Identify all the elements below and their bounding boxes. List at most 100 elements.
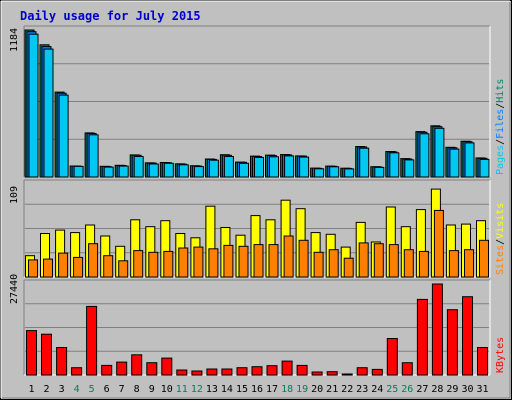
- bar-pages-day-18: [284, 155, 295, 178]
- bar-pages-day-22: [344, 168, 355, 178]
- bar-kbytes-day-28: [431, 283, 443, 376]
- bar-pages-day-23: [359, 147, 370, 178]
- bar-pages-day-25: [389, 152, 400, 178]
- bar-sites-day-31: [479, 239, 489, 278]
- x-tick-label: 16: [251, 384, 263, 395]
- bar-kbytes-day-5: [86, 305, 98, 376]
- bar-pages-day-4: [73, 165, 84, 178]
- bar-sites-day-3: [58, 252, 69, 278]
- bar-kbytes-day-7: [116, 361, 128, 376]
- bar-kbytes-day-20: [311, 371, 323, 376]
- x-tick-label: 27: [416, 384, 428, 395]
- bar-sites-day-18: [283, 235, 294, 278]
- chart-title: Daily usage for July 2015: [20, 9, 201, 23]
- x-tick-label: 23: [356, 384, 368, 395]
- bar-sites-day-15: [238, 245, 249, 278]
- x-axis-labels: 1 2 3 4 5 6 7 8 9 10 11 12 13 14 15 16 17 18 19 20 21 22 23 24 2…: [28, 384, 488, 395]
- bar-pages-day-9: [148, 163, 159, 178]
- bar-kbytes-day-27: [416, 298, 428, 376]
- x-tick-label: 8: [134, 384, 140, 395]
- x-tick-label: 20: [311, 384, 323, 395]
- x-tick-label: 28: [431, 384, 443, 395]
- bar-kbytes-day-9: [146, 362, 158, 376]
- legend-entry: Pages: [495, 145, 506, 175]
- bar-kbytes-day-29: [446, 309, 458, 376]
- x-tick-label: 22: [341, 384, 353, 395]
- bar-sites-day-1: [28, 259, 38, 278]
- bar-kbytes-day-22: [341, 373, 353, 376]
- bar-pages-day-13: [208, 159, 219, 178]
- bar-pages-day-5: [88, 134, 99, 178]
- bar-kbytes-day-26: [401, 362, 413, 376]
- bar-kbytes-day-21: [326, 371, 338, 376]
- bar-pages-day-29: [449, 148, 460, 178]
- legend-entry: Files: [495, 109, 506, 139]
- bar-kbytes-day-12: [191, 370, 203, 376]
- bar-pages-day-14: [223, 156, 234, 178]
- bar-pages-day-2: [43, 48, 54, 178]
- bar-kbytes-day-14: [221, 368, 233, 376]
- x-tick-label: 19: [296, 384, 308, 395]
- bar-sites-day-11: [178, 247, 189, 278]
- bar-pages-day-16: [254, 156, 264, 178]
- bar-sites-day-23: [358, 242, 369, 278]
- x-tick-label: 15: [236, 384, 248, 395]
- x-tick-label: 5: [89, 384, 95, 395]
- bar-kbytes-day-30: [462, 296, 473, 376]
- bar-pages-day-28: [434, 127, 445, 178]
- x-tick-label: 2: [43, 384, 49, 395]
- legend-entry: Visits: [495, 203, 506, 239]
- bar-kbytes-day-25: [386, 338, 398, 376]
- bar-pages-day-19: [299, 156, 310, 178]
- x-tick-label: 31: [476, 384, 488, 395]
- x-tick-label: 7: [119, 384, 125, 395]
- x-tick-label: 13: [206, 384, 218, 395]
- bar-sites-day-9: [148, 251, 159, 278]
- x-tick-label: 25: [386, 384, 398, 395]
- bar-kbytes-day-19: [296, 364, 308, 376]
- x-tick-label: 12: [191, 384, 203, 395]
- bar-pages-day-11: [178, 164, 189, 178]
- x-tick-label: 14: [221, 384, 233, 395]
- bar-pages-day-7: [118, 165, 129, 178]
- legend-entry: /: [495, 139, 506, 145]
- bar-sites-day-10: [163, 250, 174, 278]
- bar-sites-day-14: [223, 244, 234, 278]
- legend-entry: KBytes: [495, 337, 506, 373]
- y-max-label: 109: [9, 186, 20, 204]
- bar-sites-day-28: [433, 209, 444, 278]
- bar-sites-day-5: [88, 243, 99, 278]
- bar-kbytes-day-4: [71, 367, 83, 376]
- bar-kbytes-day-16: [251, 366, 263, 376]
- legend: Pages/Files/Hits: [495, 79, 506, 175]
- x-tick-label: 6: [104, 384, 110, 395]
- panel-kbytes: 27440 KBytes: [9, 274, 506, 376]
- bar-sites-day-21: [328, 249, 339, 278]
- x-tick-label: 26: [401, 384, 413, 395]
- bar-kbytes-day-11: [176, 369, 188, 376]
- bar-sites-day-6: [103, 255, 114, 278]
- x-tick-label: 18: [281, 384, 293, 395]
- x-tick-label: 30: [461, 384, 473, 395]
- bar-sites-day-16: [253, 244, 264, 278]
- legend-entry: /: [495, 239, 506, 245]
- bar-kbytes-day-18: [281, 360, 293, 376]
- bar-sites-day-29: [448, 250, 459, 278]
- bar-kbytes-day-1: [26, 330, 37, 376]
- x-tick-label: 1: [28, 384, 34, 395]
- bar-pages-day-10: [163, 162, 174, 178]
- x-tick-label: 9: [149, 384, 155, 395]
- bar-sites-day-24: [373, 243, 384, 278]
- bar-pages-day-31: [479, 158, 490, 178]
- bar-pages-day-1: [28, 33, 39, 178]
- y-max-label: 27440: [9, 274, 20, 304]
- bar-sites-day-17: [268, 244, 279, 278]
- bar-kbytes-day-23: [356, 367, 368, 376]
- bar-sites-day-20: [313, 251, 324, 278]
- bar-pages-day-26: [404, 159, 415, 178]
- bar-pages-day-21: [329, 166, 340, 178]
- legend-entry: Hits: [495, 79, 506, 103]
- bar-kbytes-day-31: [477, 347, 488, 376]
- bar-kbytes-day-2: [41, 333, 52, 376]
